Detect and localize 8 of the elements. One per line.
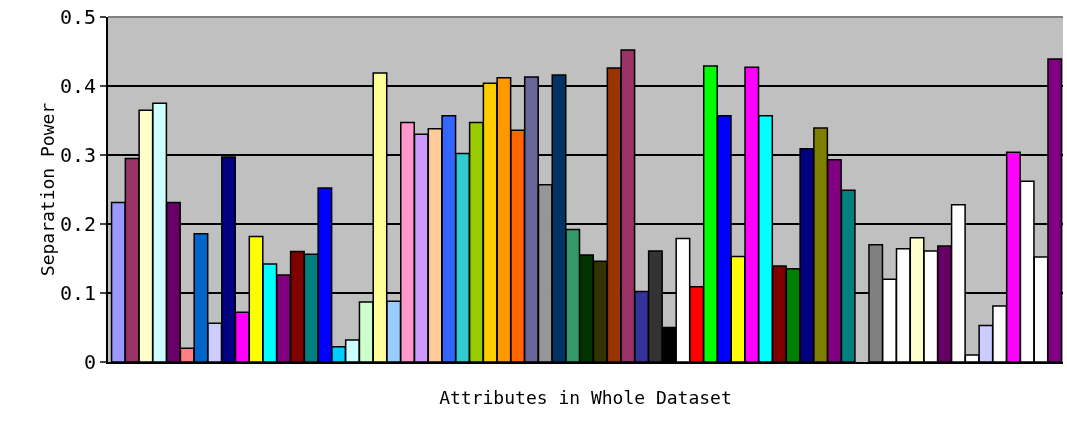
y-tick-label: 0.4: [59, 74, 96, 98]
y-tick-label: 0: [83, 350, 96, 374]
y-tick-label: 0.3: [59, 143, 96, 167]
y-axis-title: Separation Power: [36, 102, 58, 277]
y-tick-label: 0.1: [59, 281, 96, 305]
y-tick-label: 0.5: [59, 5, 96, 29]
y-tick-label: 0.2: [59, 212, 96, 236]
x-axis-title: Attributes in Whole Dataset: [439, 387, 732, 409]
